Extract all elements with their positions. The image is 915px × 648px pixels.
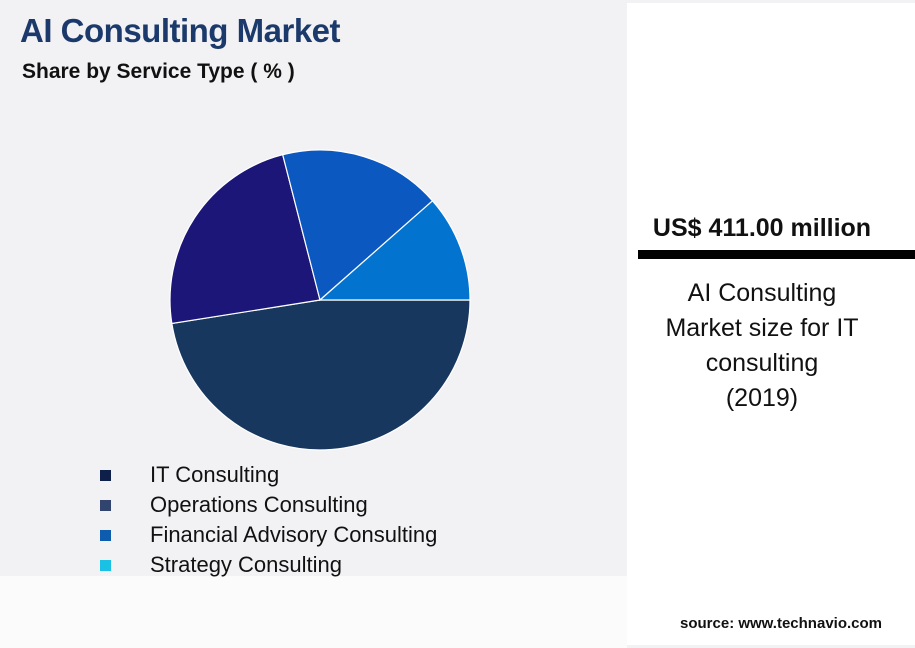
legend-item-financial-advisory-consulting: Financial Advisory Consulting [100, 520, 437, 550]
legend-label: Operations Consulting [150, 492, 368, 517]
chart-panel-footer [0, 576, 627, 648]
pie-slice-operations-consulting [169, 153, 321, 325]
chart-legend: IT Consulting Operations Consulting Fina… [100, 460, 437, 580]
pie-slice-it-consulting [171, 299, 471, 451]
legend-label: Strategy Consulting [150, 552, 342, 577]
legend-item-it-consulting: IT Consulting [100, 460, 437, 490]
market-size-value: US$ 411.00 million [652, 214, 872, 242]
pie-slice-strategy-consulting [318, 199, 471, 301]
legend-item-strategy-consulting: Strategy Consulting [100, 550, 437, 580]
divider-rule [638, 250, 915, 259]
caption-line: (2019) [725, 384, 799, 412]
legend-swatch [100, 469, 111, 481]
caption-line: Market size for IT [665, 314, 859, 342]
pie-chart [169, 149, 471, 451]
legend-swatch [100, 499, 111, 511]
legend-item-operations-consulting: Operations Consulting [100, 490, 437, 520]
source-note: source: www.technavio.com [680, 615, 882, 632]
caption-line: consulting [705, 349, 819, 377]
legend-label: Financial Advisory Consulting [150, 522, 438, 547]
legend-swatch [100, 559, 111, 571]
pie-slice-financial-advisory-consulting [281, 149, 434, 302]
market-size-caption: AI Consulting Market size for IT consult… [638, 276, 886, 416]
chart-subtitle: Share by Service Type ( % ) [22, 60, 295, 83]
legend-label: IT Consulting [150, 462, 280, 487]
caption-line: AI Consulting [687, 279, 837, 307]
legend-swatch [100, 529, 111, 541]
chart-title: AI Consulting Market [20, 12, 341, 49]
stat-panel [627, 3, 915, 645]
